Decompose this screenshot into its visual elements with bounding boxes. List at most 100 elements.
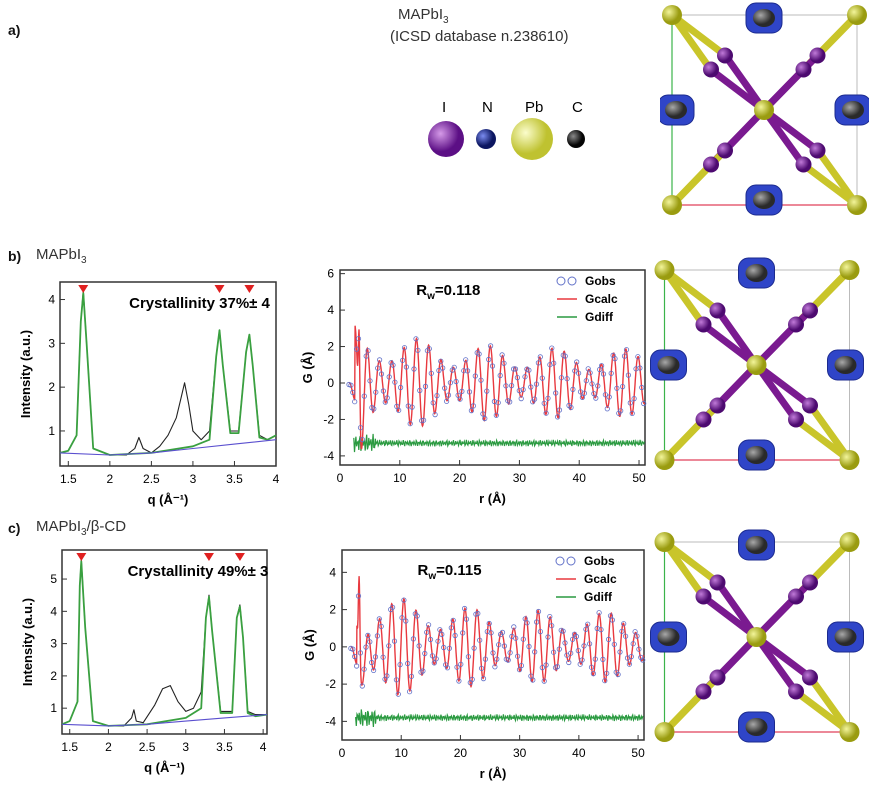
- gobs-point: [384, 395, 390, 401]
- gobs-point: [507, 650, 513, 656]
- gobs-point: [420, 668, 426, 674]
- x-tick-label: 1.5: [60, 472, 77, 486]
- gobs-point: [432, 412, 438, 418]
- gobs-point: [555, 414, 561, 420]
- gobs-point: [350, 646, 356, 652]
- gobs-point: [636, 646, 642, 652]
- gobs-point: [631, 396, 637, 402]
- gobs-point: [401, 345, 408, 351]
- gobs-point: [355, 593, 362, 599]
- pb-i-bond: [761, 107, 820, 154]
- gobs-point: [492, 664, 498, 670]
- gobs-point: [378, 371, 385, 377]
- carbon-cluster: [745, 718, 768, 736]
- gobs-point: [403, 364, 410, 370]
- gobs-point: [539, 665, 545, 671]
- gobs-point: [450, 617, 456, 623]
- x-tick-label: 2: [107, 472, 114, 486]
- x-tick-label: 10: [395, 746, 409, 760]
- x-axis-label: r (Å): [479, 491, 506, 506]
- lead-atom: [847, 195, 867, 215]
- gobs-point: [553, 390, 559, 396]
- gobs-point: [532, 396, 538, 402]
- gobs-point: [458, 661, 464, 667]
- gobs-point: [380, 388, 387, 394]
- x-tick-label: 30: [513, 746, 527, 760]
- gobs-point: [602, 392, 608, 398]
- atom-legend-svg: I N Pb C: [428, 99, 585, 160]
- gobs-point: [426, 346, 432, 352]
- gobs-point: [468, 408, 474, 414]
- gobs-point: [541, 400, 547, 406]
- x-axis-label: q (Å⁻¹): [148, 492, 189, 507]
- iodine-atom: [717, 142, 733, 159]
- gobs-point: [637, 365, 643, 371]
- panel-a-title-sub: 3: [443, 15, 449, 26]
- iodine-atom: [788, 588, 804, 605]
- methylammonium-molecule: [827, 349, 864, 381]
- gobs-point: [532, 649, 538, 655]
- x-tick-label: 1.5: [61, 740, 78, 754]
- gobs-point: [585, 366, 591, 372]
- gobs-point: [545, 395, 551, 401]
- gobs-point: [476, 351, 482, 357]
- chart-c-pdf: 0 10 20 30 40 50 4 2 0 -2 -4 Rw=0.115 Gobs Gcalc Gdiff…: [300, 540, 650, 795]
- gobs-point: [560, 628, 566, 634]
- gobs-point: [380, 654, 386, 660]
- gobs-point: [463, 616, 470, 622]
- gobs-point: [446, 645, 452, 651]
- methylammonium-molecule: [745, 184, 783, 216]
- lead-atom: [654, 722, 675, 742]
- pb-i-bond: [714, 580, 760, 640]
- x-tick-label: 2.5: [143, 472, 160, 486]
- gobs-point: [622, 633, 629, 639]
- gobs-point: [606, 394, 612, 400]
- gobs-point: [572, 368, 578, 374]
- pb-i-bond: [662, 539, 720, 586]
- iodine-atom: [802, 397, 818, 414]
- iodine-atom: [709, 669, 726, 686]
- gobs-point: [377, 357, 383, 363]
- gobs-point: [427, 636, 434, 643]
- gobs-point: [422, 650, 428, 657]
- carbon-cluster: [657, 628, 680, 646]
- x-tick-label: 0: [337, 471, 344, 485]
- gobs-point: [590, 671, 596, 677]
- gobs-point: [375, 365, 381, 371]
- gobs-point: [537, 629, 543, 635]
- pb-i-bond: [722, 53, 767, 113]
- gobs-point: [556, 646, 562, 652]
- gobs-point: [371, 667, 377, 673]
- gobs-point: [384, 673, 390, 679]
- gobs-point: [431, 660, 437, 666]
- gobs-point: [545, 634, 551, 640]
- gobs-point: [537, 354, 543, 360]
- gobs-point: [586, 641, 593, 647]
- gobs-point: [514, 375, 520, 381]
- gobs-point: [486, 356, 492, 363]
- pb-i-bond: [661, 402, 721, 463]
- gobs-point: [618, 408, 624, 414]
- iodine-atom: [809, 47, 826, 64]
- gobs-point: [353, 346, 360, 352]
- gobs-point: [456, 678, 462, 684]
- gobs-point: [465, 654, 471, 660]
- gobs-point: [428, 370, 434, 376]
- y-tick-label: 4: [327, 303, 334, 317]
- gobs-point: [348, 382, 354, 388]
- iodine-atom: [695, 683, 712, 700]
- gobs-point: [484, 388, 490, 394]
- y-axis-label: Intensity (a.u.): [18, 330, 33, 418]
- gobs-point: [579, 394, 585, 400]
- gobs-point: [568, 650, 574, 656]
- gobs-point: [604, 670, 610, 676]
- x-tick-label: 4: [260, 740, 267, 754]
- pb-i-bond: [761, 52, 821, 113]
- gobs-point: [509, 383, 515, 389]
- peak-marker: [76, 553, 87, 561]
- pb-i-bond: [807, 403, 853, 463]
- gobs-point: [511, 366, 517, 372]
- gobs-point: [575, 370, 582, 376]
- gobs-point: [457, 396, 463, 402]
- lead-atom: [839, 532, 860, 552]
